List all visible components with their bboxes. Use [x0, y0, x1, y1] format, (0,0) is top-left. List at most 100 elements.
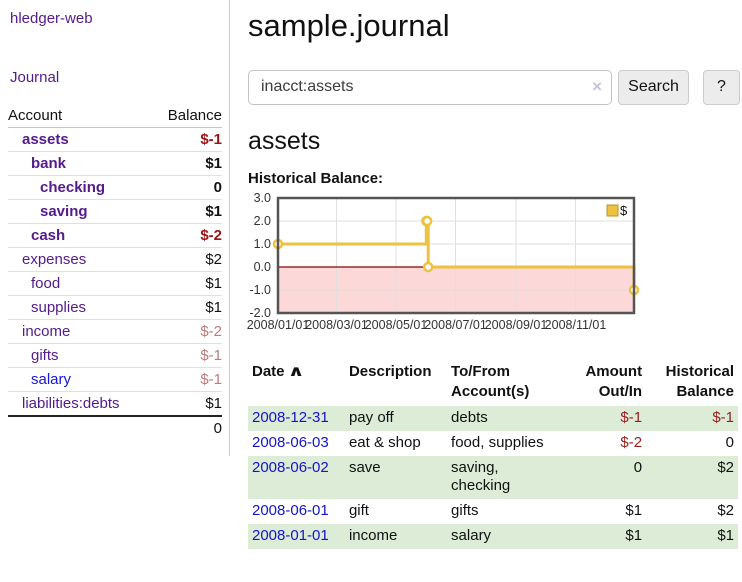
account-balance: $-1 [152, 368, 222, 392]
account-name-cell: cash [8, 224, 152, 248]
account-column-header: Account [8, 104, 152, 128]
transaction-date-link[interactable]: 2008-01-01 [252, 527, 329, 544]
chart-heading: Historical Balance: [248, 170, 742, 187]
main-content: sample.journal × Search ? assets Histori… [248, 0, 742, 549]
account-balance: $-2 [152, 224, 222, 248]
svg-text:$: $ [620, 203, 628, 218]
account-tree-header: Account Balance [8, 104, 222, 128]
account-link-income[interactable]: income [22, 323, 70, 340]
account-balance: 0 [152, 176, 222, 200]
sidebar: hledger-web Journal Account Balance asse… [0, 0, 230, 456]
transaction-date-cell: 2008-06-01 [248, 499, 345, 524]
account-name-cell: supplies [8, 296, 152, 320]
svg-text:1.0: 1.0 [254, 237, 271, 251]
register-body: 2008-12-31pay offdebts$-1$-12008-06-03ea… [248, 406, 738, 549]
account-link-checking[interactable]: checking [40, 179, 105, 196]
search-input-wrap: × [248, 70, 612, 105]
account-balance: $1 [152, 392, 222, 417]
account-name-cell: food [8, 272, 152, 296]
account-link-salary[interactable]: salary [31, 371, 71, 388]
search-input[interactable] [248, 70, 612, 105]
transaction-amount-cell: $-2 [559, 431, 646, 456]
transaction-balance-cell: $2 [646, 456, 738, 500]
register-row: 2008-06-01giftgifts$1$2 [248, 499, 738, 524]
sidebar-item-journal[interactable]: Journal [10, 69, 59, 86]
search-form: × Search ? [248, 70, 742, 105]
account-row: salary $-1 [8, 368, 222, 392]
date-column-header[interactable]: Date∧ [248, 360, 345, 406]
account-link-saving[interactable]: saving [40, 203, 88, 220]
account-row: gifts $-1 [8, 344, 222, 368]
account-balance: $-2 [152, 320, 222, 344]
account-row: saving $1 [8, 200, 222, 224]
svg-text:2008/11/01: 2008/11/01 [545, 318, 607, 332]
register-row: 2008-01-01incomesalary$1$1 [248, 524, 738, 549]
transaction-date-link[interactable]: 2008-06-02 [252, 459, 329, 476]
account-link-gifts[interactable]: gifts [31, 347, 59, 364]
account-row: supplies $1 [8, 296, 222, 320]
transaction-accounts-cell: food, supplies [447, 431, 559, 456]
account-row: checking 0 [8, 176, 222, 200]
register-table: Date∧ Description To/FromAccount(s) Amou… [248, 360, 738, 549]
account-link-liabilities-debts[interactable]: liabilities:debts [22, 395, 120, 412]
transaction-accounts-cell: salary [447, 524, 559, 549]
balance-column-header: Balance [152, 104, 222, 128]
account-link-cash[interactable]: cash [31, 227, 65, 244]
transaction-amount-cell: 0 [559, 456, 646, 500]
transaction-amount-cell: $1 [559, 524, 646, 549]
account-row: income $-2 [8, 320, 222, 344]
transaction-date-link[interactable]: 2008-06-03 [252, 434, 329, 451]
svg-text:2008/07/01: 2008/07/01 [424, 318, 487, 332]
tofrom-column-header: To/FromAccount(s) [447, 360, 559, 406]
transaction-accounts-cell: saving, checking [447, 456, 559, 500]
account-row: assets$-1 [8, 128, 222, 152]
account-row: cash $-2 [8, 224, 222, 248]
register-row: 2008-06-03eat & shopfood, supplies$-20 [248, 431, 738, 456]
transaction-amount-cell: $1 [559, 499, 646, 524]
account-name-cell: gifts [8, 344, 152, 368]
account-name-cell: expenses [8, 248, 152, 272]
app-brand-link[interactable]: hledger-web [10, 10, 229, 27]
transaction-amount-cell: $-1 [559, 406, 646, 431]
account-link-food[interactable]: food [31, 275, 60, 292]
account-link-assets[interactable]: assets [22, 131, 69, 148]
account-balance: $1 [152, 152, 222, 176]
account-link-bank[interactable]: bank [31, 155, 66, 172]
transaction-balance-cell: 0 [646, 431, 738, 456]
account-name-cell: assets [8, 128, 152, 152]
account-link-expenses[interactable]: expenses [22, 251, 86, 268]
account-balance: $1 [152, 200, 222, 224]
transaction-description-cell: save [345, 456, 447, 500]
transaction-date-link[interactable]: 2008-06-01 [252, 502, 329, 519]
transaction-accounts-cell: gifts [447, 499, 559, 524]
transaction-date-cell: 2008-06-03 [248, 431, 345, 456]
register-row: 2008-12-31pay offdebts$-1$-1 [248, 406, 738, 431]
account-tree-body: assets$-1bank$1checking0saving$1cash$-2e… [8, 128, 222, 417]
page-title: sample.journal [248, 8, 742, 44]
help-button[interactable]: ? [703, 70, 740, 105]
svg-text:-1.0: -1.0 [249, 283, 271, 297]
account-balance: $-1 [152, 344, 222, 368]
sort-ascending-icon: ∧ [287, 362, 304, 382]
transaction-description-cell: income [345, 524, 447, 549]
account-row: bank $1 [8, 152, 222, 176]
svg-text:2008/03/01: 2008/03/01 [305, 318, 368, 332]
transaction-balance-cell: $2 [646, 499, 738, 524]
search-button[interactable]: Search [618, 70, 689, 105]
transaction-date-cell: 2008-06-02 [248, 456, 345, 500]
transaction-description-cell: pay off [345, 406, 447, 431]
transaction-balance-cell: $-1 [646, 406, 738, 431]
account-balance: $1 [152, 296, 222, 320]
account-tree: Account Balance assets$-1bank$1checking0… [8, 104, 222, 440]
register-header-row: Date∧ Description To/FromAccount(s) Amou… [248, 360, 738, 406]
historical-balance-chart: $3.02.01.00.0-1.0-2.02008/01/012008/03/0… [248, 193, 642, 343]
svg-text:2008/01/01: 2008/01/01 [247, 318, 310, 332]
account-tree-total-row: 0 [8, 416, 222, 440]
account-name-cell: bank [8, 152, 152, 176]
account-link-supplies[interactable]: supplies [31, 299, 86, 316]
account-name-cell: income [8, 320, 152, 344]
clear-search-icon[interactable]: × [592, 77, 602, 97]
transaction-date-cell: 2008-12-31 [248, 406, 345, 431]
account-row: liabilities:debts $1 [8, 392, 222, 417]
transaction-date-link[interactable]: 2008-12-31 [252, 409, 329, 426]
